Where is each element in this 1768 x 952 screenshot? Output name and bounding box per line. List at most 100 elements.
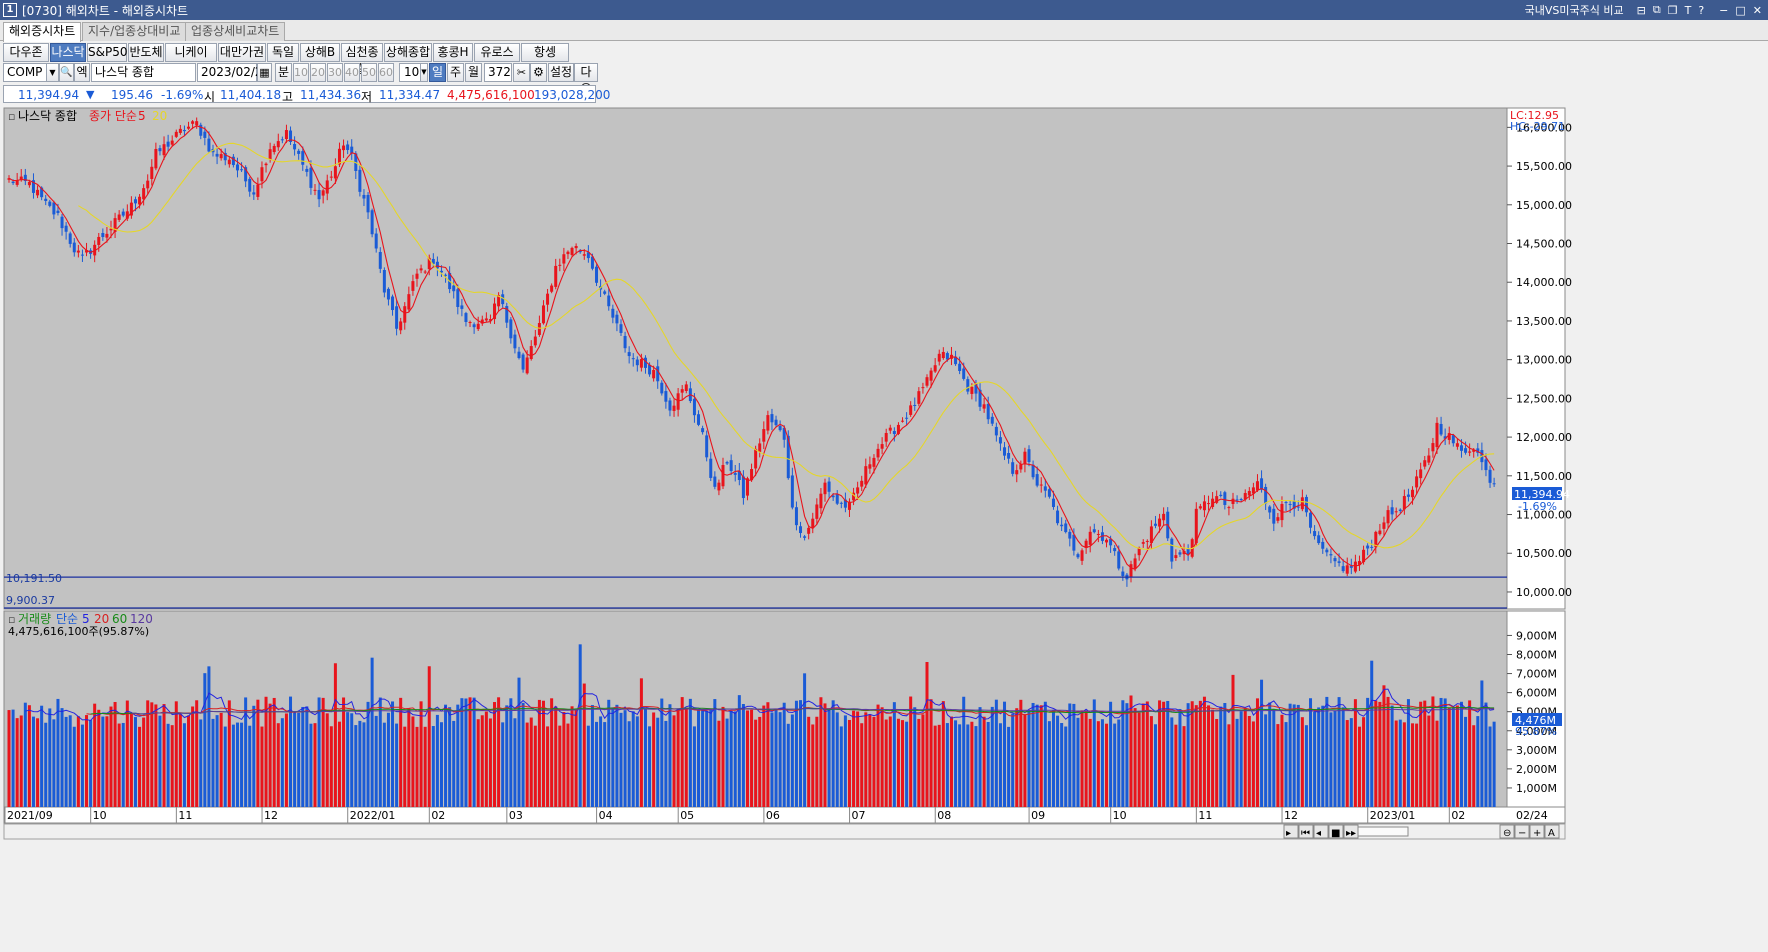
zoom-button-2[interactable]	[1529, 824, 1545, 839]
scroll-button-0[interactable]	[1283, 824, 1299, 839]
volume-bar	[786, 723, 790, 807]
candle-body	[1370, 546, 1374, 548]
count-field[interactable]: 372	[484, 63, 512, 82]
minimize-icon[interactable]: −	[1719, 3, 1729, 17]
minute-button[interactable]: 분	[275, 63, 292, 82]
maximize-icon[interactable]: □	[1735, 3, 1746, 17]
tab-index-compare[interactable]: 지수/업종상대비교	[82, 22, 187, 41]
calendar-icon[interactable]: ▦	[257, 63, 272, 82]
gear-icon[interactable]: ⚙	[530, 63, 547, 82]
price-panel[interactable]	[3, 107, 1508, 610]
volume-bar	[101, 716, 105, 807]
zoom-button-3[interactable]	[1544, 824, 1560, 839]
scrollbar-thumb[interactable]	[1349, 826, 1409, 837]
period-button-1[interactable]: 주	[447, 63, 464, 82]
market-button-6[interactable]: 독일	[267, 43, 299, 62]
scroll-button-1[interactable]	[1298, 824, 1314, 839]
next-button[interactable]: 다음	[574, 63, 598, 96]
close-icon[interactable]: ✕	[1752, 3, 1762, 17]
search-icon[interactable]: 🔍	[59, 63, 74, 82]
candle-body	[1129, 564, 1133, 577]
volume-bar	[1060, 723, 1064, 807]
period-button-2[interactable]: 월	[465, 63, 482, 82]
market-button-4[interactable]: 니케이	[165, 43, 217, 62]
minute-option-60[interactable]: 60	[378, 63, 394, 82]
candle-body	[1398, 509, 1402, 511]
price-panel-label: 나스닥 종합	[18, 109, 77, 123]
candle-body	[362, 194, 366, 199]
market-button-7[interactable]: 상해B	[300, 43, 340, 62]
crosshair-tool-icon[interactable]: ✂	[513, 63, 530, 82]
candle-body	[1268, 506, 1272, 513]
volume-bar	[1243, 708, 1247, 807]
zoom-button-0[interactable]	[1499, 824, 1515, 839]
candle-body	[1317, 535, 1321, 544]
candle-body	[876, 448, 880, 458]
period-button-0[interactable]: 일	[429, 63, 446, 82]
minute-option-50[interactable]: 50	[361, 63, 377, 82]
volume-bar	[782, 702, 786, 807]
minute-option-30[interactable]: 30	[327, 63, 343, 82]
symbol-dropdown-icon[interactable]: ▼	[46, 63, 59, 82]
candle-body	[52, 202, 56, 215]
window-icon[interactable]: ⧉	[1652, 3, 1661, 16]
candle-body	[1476, 448, 1480, 453]
market-button-12[interactable]: 항셍	[521, 43, 569, 62]
tick-dropdown-icon[interactable]: ▼	[420, 63, 428, 82]
name-field[interactable]: 나스닥 종합	[91, 63, 196, 82]
scroll-button-3[interactable]	[1328, 824, 1344, 839]
candle-body	[146, 180, 150, 189]
market-button-2[interactable]: S&P500	[87, 43, 135, 62]
minute-option-10[interactable]: 10	[293, 63, 309, 82]
market-button-9[interactable]: 상해종합	[384, 43, 432, 62]
candle-body	[537, 323, 541, 335]
volume-bar	[697, 710, 701, 807]
volume-bar	[60, 708, 64, 807]
price-tick-label: 14,000.00	[1516, 276, 1572, 289]
volume-bar	[595, 721, 599, 807]
tab-overseas-chart[interactable]: 해외증시차트	[3, 22, 82, 42]
candle-body	[1019, 464, 1023, 470]
date-field[interactable]: 2023/02/26	[197, 63, 270, 82]
minute-option-20[interactable]: 20	[310, 63, 326, 82]
category-button[interactable]: 엑	[74, 63, 90, 82]
volume-bar	[660, 698, 664, 807]
compare-link[interactable]: 국내VS미국주식 비교	[1524, 4, 1624, 17]
market-button-5[interactable]: 대만가권	[218, 43, 266, 62]
scroll-button-2[interactable]	[1313, 824, 1329, 839]
market-button-8[interactable]: 심천종합	[341, 43, 383, 76]
help-icon[interactable]: ?	[1698, 3, 1705, 17]
candle-body	[117, 214, 121, 220]
price-tick-label: 12,500.00	[1516, 392, 1572, 405]
settings-button[interactable]: 설정	[548, 63, 574, 82]
candle-body	[672, 405, 676, 411]
scroll-button-4[interactable]	[1343, 824, 1359, 839]
minute-option-40[interactable]: 40	[344, 63, 360, 82]
tick-count-field[interactable]: 10	[399, 63, 421, 82]
layout-icon[interactable]: ⊟	[1636, 3, 1646, 17]
symbol-field[interactable]: COMP	[3, 63, 47, 82]
market-button-1[interactable]: 나스닥	[50, 43, 86, 62]
market-button-11[interactable]: 유로스톡	[474, 43, 520, 76]
time-tick-label: 08	[937, 809, 951, 822]
candle-body	[497, 295, 501, 307]
copy-icon[interactable]: ❐	[1667, 3, 1678, 17]
volume-bar	[370, 657, 374, 807]
font-icon[interactable]: T	[1684, 3, 1692, 17]
volume-bar	[554, 706, 558, 807]
tab-sector-compare[interactable]: 업종상세비교차트	[185, 22, 286, 41]
market-button-3[interactable]: 반도체	[128, 43, 164, 62]
market-button-10[interactable]: 홍콩H	[433, 43, 473, 62]
volume-bar	[1072, 703, 1076, 807]
chart-svg[interactable]: 16,000.00 15,500.00 15,000.00 14,500.00 14,0…	[0, 107, 1768, 949]
chart-area[interactable]: 16,000.00 15,500.00 15,000.00 14,500.00 14,0…	[0, 107, 1768, 949]
zoom-button-1[interactable]	[1514, 824, 1530, 839]
volume-bar	[240, 722, 244, 807]
candle-body	[1060, 524, 1064, 527]
candle-body	[541, 305, 545, 324]
volume-bar	[1251, 721, 1255, 807]
scrollbar[interactable]	[3, 823, 1566, 840]
market-button-0[interactable]: 다우존스	[3, 43, 49, 76]
volume-bar	[431, 726, 435, 807]
volume-bar	[1451, 708, 1455, 807]
